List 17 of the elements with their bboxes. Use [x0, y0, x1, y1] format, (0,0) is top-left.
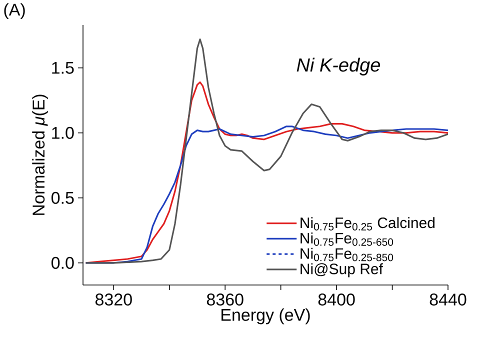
annotation: Ni K-edge [296, 58, 380, 76]
legend-label: Ni$_{0.75}$Fe$_{0.25}$ Calcined [300, 217, 435, 230]
legend-label: Ni$_{0.75}$Fe$_{0.25-850}$ [300, 248, 394, 262]
x-tick-label: 8320 [95, 294, 132, 306]
y-tick-label: 0.5 [52, 192, 74, 204]
text: (A) [4, 3, 25, 20]
x-tick-label: 8400 [318, 294, 355, 306]
y-axis-title: Normalized μ(E) [32, 94, 48, 215]
y-tick-label: 0.0 [52, 256, 74, 269]
y-tick-label: 1.0 [52, 126, 74, 139]
legend-label: Ni@Sup Ref [300, 263, 383, 278]
line-series [84, 38, 448, 264]
x-tick-label: 8360 [206, 294, 244, 306]
x-axis-title: Energy (eV) [222, 308, 310, 324]
x-tick-label: 8440 [430, 294, 466, 306]
y-tick-label: 1.5 [52, 62, 74, 74]
legend-label: Ni$_{0.75}$Fe$_{0.25-650}$ [300, 232, 394, 246]
